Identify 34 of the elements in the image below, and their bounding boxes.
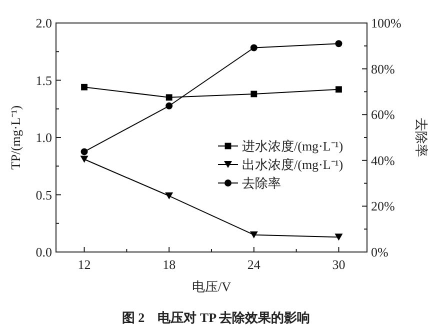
point	[250, 90, 258, 98]
point	[80, 156, 88, 163]
point	[165, 192, 174, 200]
y2-axis-title: 去除率	[414, 118, 429, 157]
point	[335, 40, 342, 48]
point	[81, 84, 88, 90]
x-tick-label: 30	[332, 257, 346, 272]
legend-label: 出水浓度/(mg·L⁻¹)	[242, 157, 344, 172]
y2-tick-label: 40%	[371, 152, 395, 168]
x-tick-label: 24	[247, 257, 261, 272]
point	[334, 234, 343, 241]
y-tick-label: 0.5	[36, 187, 52, 202]
y2-tick-label: 0%	[371, 244, 388, 260]
y2-tick-label: 80%	[371, 61, 395, 76]
y-tick-label: 0.0	[36, 244, 52, 260]
point	[250, 44, 258, 52]
point	[336, 86, 342, 93]
point	[166, 94, 172, 101]
y2-tick-label: 100%	[371, 16, 402, 30]
legend-label: 进水浓度/(mg·L⁻¹)	[242, 138, 344, 154]
legend-label: 去除率	[242, 176, 281, 190]
y2-tick-label: 60%	[371, 107, 395, 122]
y2-tick-label: 20%	[371, 198, 395, 214]
x-axis-title: 电压/V	[192, 279, 232, 294]
point	[250, 231, 258, 238]
x-tick-label: 18	[162, 257, 176, 272]
text: 图 2 电压对 TP 去除效果的影响	[122, 310, 310, 325]
y-tick-label: 1.0	[36, 130, 52, 145]
y-axis-title: TP/(mg·L⁻¹)	[8, 105, 23, 170]
point	[166, 102, 173, 110]
y-tick-label: 2.0	[36, 16, 52, 30]
y-tick-label: 1.5	[36, 72, 52, 88]
point	[80, 148, 88, 156]
x-tick-label: 12	[78, 257, 91, 272]
